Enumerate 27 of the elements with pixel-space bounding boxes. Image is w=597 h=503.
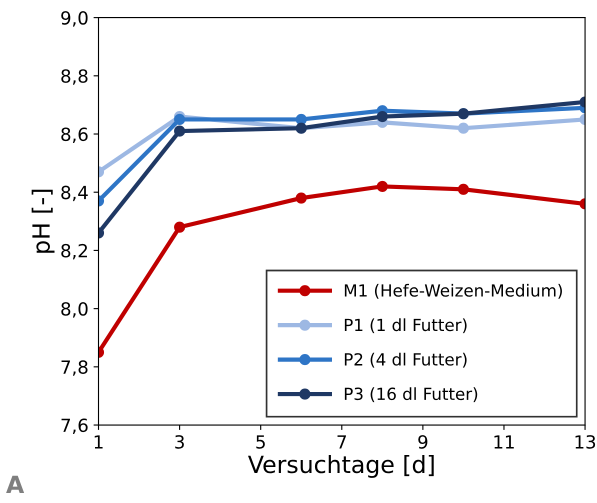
y-tick-label: 8,8: [61, 69, 88, 85]
legend-label: P3 (16 dl Futter): [344, 387, 478, 402]
point: [458, 122, 469, 134]
x-tick-label: 5: [256, 435, 265, 449]
x-tick-label: 3: [175, 435, 184, 449]
y-tick-label: 8,4: [61, 186, 88, 202]
y-tick-label: 8,0: [61, 302, 88, 318]
point: [458, 184, 469, 195]
x-tick-label: 7: [338, 435, 346, 448]
x-tick-label: 13: [576, 435, 596, 449]
point: [376, 110, 388, 122]
point: [376, 180, 388, 192]
legend-label: M1 (Hefe-Weizen-Medium): [344, 284, 562, 299]
x-axis-title: Versuchtage [d]: [248, 455, 434, 478]
y-tick-label: 7,8: [62, 360, 88, 376]
y-tick-label: 8,6: [61, 127, 88, 143]
legend-label: P1 (1 dl Futter): [344, 318, 467, 334]
y-axis-title: pH [-]: [32, 190, 55, 253]
x-tick-label: 9: [418, 435, 428, 449]
point: [296, 192, 307, 204]
y-tick-label: 8,2: [61, 244, 87, 260]
text: A: [6, 476, 24, 493]
legend-label: P2 (4 dl Futter): [344, 352, 467, 368]
x-tick-label: 11: [494, 435, 514, 448]
x-tick-label: 1: [94, 435, 103, 448]
y-tick-label: 9,0: [61, 11, 88, 27]
y-tick-label: 7,6: [62, 418, 88, 434]
